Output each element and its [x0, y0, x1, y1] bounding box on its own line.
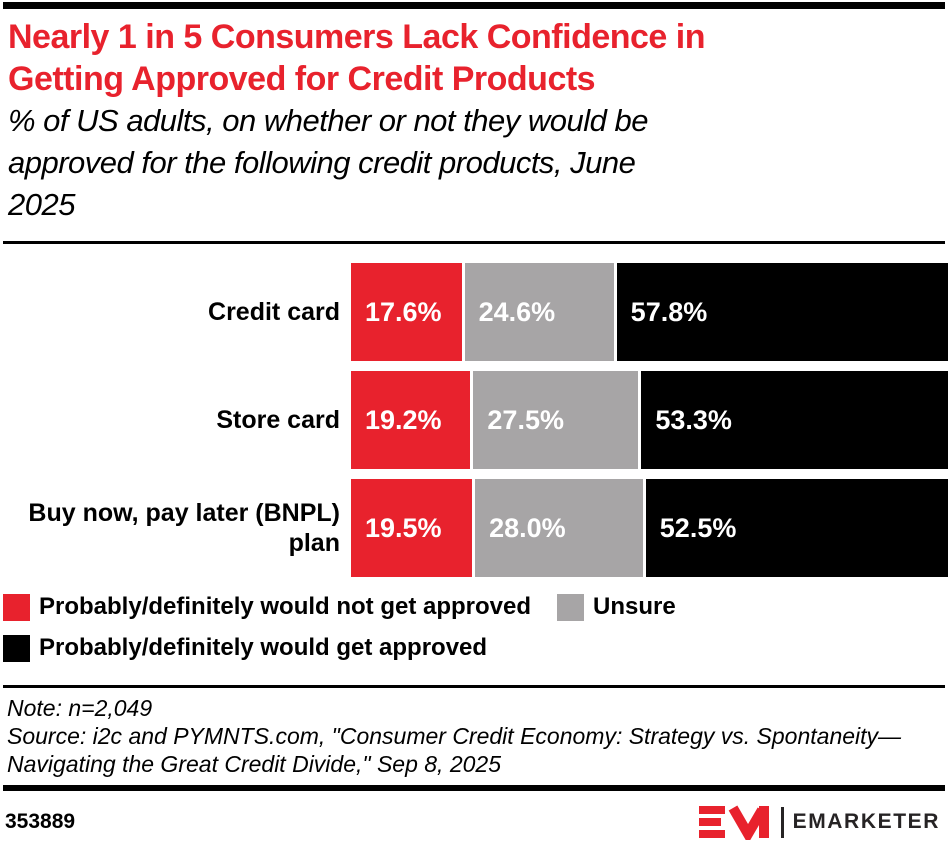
header-divider [3, 241, 945, 244]
bar-segment: 27.5% [473, 371, 639, 469]
logo-divider [780, 806, 784, 838]
bar-value-label: 57.8% [630, 296, 708, 327]
bar-value-label: 53.3% [655, 404, 732, 435]
stacked-bar: 19.2% 27.5% 53.3% [351, 371, 948, 469]
bar-value-label: 52.5% [659, 512, 737, 543]
legend-swatch [557, 593, 585, 621]
bar-value-label: 27.5% [487, 404, 564, 435]
source-lines: Source: i2c and PYMNTS.com, "Consumer Cr… [7, 722, 938, 778]
chart-legend: Probably/definitely would not get approv… [3, 593, 940, 662]
chart-subtitle-line: 2025 [8, 187, 75, 222]
bar-value-label: 19.5% [365, 512, 442, 543]
bar-segment: 52.5% [645, 479, 948, 577]
legend-item: Probably/definitely would not get approv… [3, 593, 531, 621]
notes-divider [3, 685, 945, 688]
category-label: Buy now, pay later (BNPL) plan [28, 499, 340, 557]
chart-title: Nearly 1 in 5 Consumers Lack Confidence … [8, 16, 938, 100]
legend-label: Probably/definitely would not get approv… [39, 593, 532, 620]
bar-segment: 53.3% [641, 371, 948, 469]
chart-subtitle-line: approved for the following credit produc… [8, 145, 636, 180]
footer-rule [3, 785, 945, 791]
brand-name: EMARKETER [792, 810, 940, 833]
legend-item: Unsure [557, 593, 676, 621]
stacked-bar: 17.6% 24.6% 57.8% [351, 263, 948, 361]
bar-value-label: 28.0% [489, 512, 566, 543]
chart-row: Credit card 17.6% 24.6% 57.8% [0, 263, 948, 361]
legend-label: Unsure [593, 593, 676, 620]
chart-row: Store card 19.2% 27.5% 53.3% [0, 371, 948, 469]
chart-notes: Note: n=2,049 Source: i2c and PYMNTS.com… [0, 688, 948, 778]
source-line: Navigating the Great Credit Divide," Sep… [7, 751, 501, 777]
source-line: Source: i2c and PYMNTS.com, "Consumer Cr… [7, 723, 902, 749]
category-label: Store card [216, 406, 340, 434]
legend-swatch [3, 634, 30, 662]
em-monogram-icon [698, 805, 769, 840]
bar-segment: 57.8% [616, 263, 948, 361]
category-label: Credit card [208, 298, 340, 326]
emarketer-logo: EMARKETER [698, 804, 940, 840]
chart-header: Nearly 1 in 5 Consumers Lack Confidence … [0, 9, 948, 226]
bar-value-label: 17.6% [365, 296, 442, 327]
top-rule [3, 2, 945, 9]
stacked-bar: 19.5% 28.0% 52.5% [351, 479, 948, 577]
chart-row: Buy now, pay later (BNPL) plan 19.5% 28.0%… [0, 479, 948, 577]
bar-segment: 19.2% [351, 371, 471, 469]
bar-segment: 19.5% [351, 479, 473, 577]
bar-segment: 28.0% [475, 479, 643, 577]
legend-swatch [3, 593, 30, 621]
bar-value-label: 24.6% [478, 296, 556, 327]
legend-item: Probably/definitely would get approved [3, 634, 487, 662]
chart-footer: 353889 EMARKETER [5, 804, 940, 840]
bar-segment: 24.6% [464, 263, 614, 361]
legend-label: Probably/definitely would get approved [39, 634, 488, 661]
chart-subtitle: % of US adults, on whether or not they w… [8, 100, 938, 226]
chart-title-line: Nearly 1 in 5 Consumers Lack Confidence … [8, 18, 706, 56]
stacked-bar-chart: Credit card 17.6% 24.6% 57.8% Store card 19.2… [0, 263, 948, 577]
chart-title-line: Getting Approved for Credit Products [8, 60, 596, 98]
bar-segment: 17.6% [351, 263, 462, 361]
bar-value-label: 19.2% [365, 404, 442, 435]
chart-id: 353889 [5, 810, 76, 833]
note-line: Note: n=2,049 [7, 695, 153, 721]
chart-subtitle-line: % of US adults, on whether or not they w… [8, 103, 648, 138]
